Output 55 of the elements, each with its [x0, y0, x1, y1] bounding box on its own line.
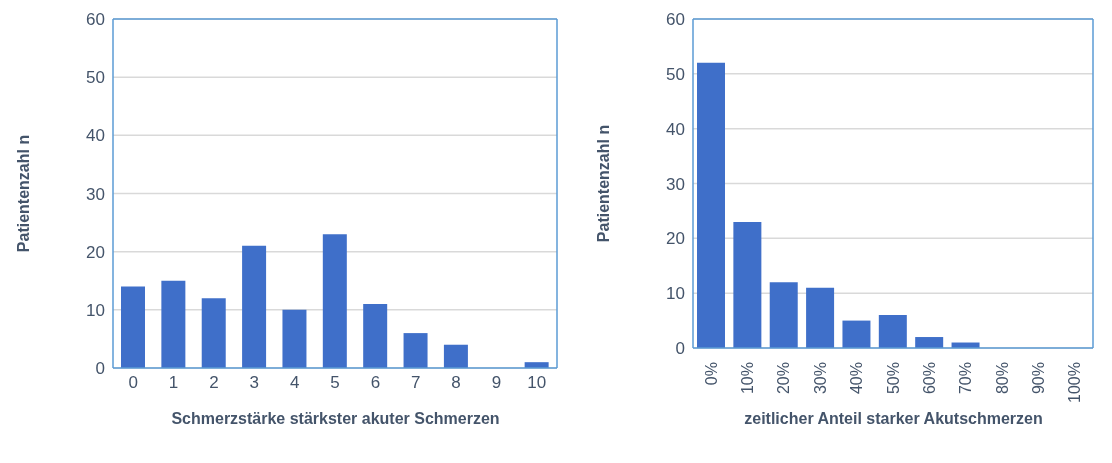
y-axis-title: Patientenzahl n — [594, 124, 612, 243]
y-tick-label: 20 — [666, 229, 685, 249]
bar — [806, 287, 835, 348]
x-tick-label: 4 — [289, 373, 300, 393]
x-tick-label: 5 — [330, 373, 340, 393]
x-tick-label: 8 — [451, 373, 461, 393]
y-tick-label: 10 — [86, 300, 105, 320]
x-tick-label: 90% — [1029, 362, 1047, 395]
x-tick-label: 40% — [848, 362, 866, 395]
y-tick-label: 10 — [666, 284, 685, 304]
y-tick-label: 30 — [86, 184, 105, 204]
x-axis-title: Schmerzstärke stärkster akuter Schmerzen — [170, 410, 501, 428]
bar — [769, 282, 798, 348]
x-tick-label: 70% — [957, 362, 975, 395]
x-tick-label: 7 — [410, 373, 421, 393]
x-tick-label: 0% — [702, 362, 720, 386]
x-tick-label: 80% — [993, 362, 1011, 395]
x-tick-label: 1 — [168, 373, 179, 393]
x-tick-label: 50% — [884, 362, 902, 395]
bar — [842, 320, 871, 348]
y-tick-label: 60 — [86, 10, 105, 30]
y-tick-label: 40 — [666, 119, 685, 139]
y-tick-label: 50 — [666, 64, 685, 84]
x-tick-label: 6 — [370, 373, 381, 393]
x-axis-title: zeitlicher Anteil starker Akutschmerzen — [743, 410, 1044, 428]
x-tick-label: 0 — [128, 373, 138, 393]
bar — [697, 62, 725, 348]
bar — [733, 221, 762, 348]
y-tick-label: 60 — [666, 10, 685, 30]
x-tick-label: 100% — [1066, 362, 1084, 403]
x-tick-label: 10 — [527, 373, 547, 393]
bar — [201, 298, 226, 368]
x-tick-label: 2 — [209, 373, 219, 393]
bar — [878, 315, 907, 348]
bar — [403, 333, 428, 368]
bar — [161, 280, 186, 368]
x-tick-label: 10% — [739, 362, 757, 395]
bar — [121, 286, 145, 368]
y-tick-label: 30 — [666, 174, 685, 194]
bar — [282, 309, 307, 368]
bar — [363, 304, 388, 368]
bar — [443, 344, 468, 368]
x-tick-label: 3 — [249, 373, 260, 393]
y-tick-label: 20 — [86, 242, 105, 262]
x-tick-label: 60% — [920, 362, 938, 395]
x-tick-label: 30% — [811, 362, 829, 395]
x-tick-label: 9 — [491, 373, 502, 393]
y-tick-label: 0 — [675, 339, 685, 359]
y-tick-label: 40 — [86, 126, 105, 146]
y-axis-title: Patientenzahl n — [14, 134, 32, 253]
x-tick-label: 20% — [775, 362, 793, 395]
bar — [915, 337, 944, 348]
bar — [242, 245, 267, 368]
bar — [322, 234, 347, 368]
y-tick-label: 50 — [86, 68, 105, 88]
